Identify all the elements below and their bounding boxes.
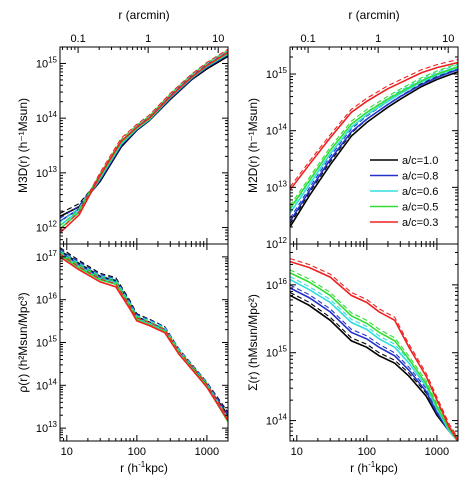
top-tick-label: 10	[442, 33, 454, 45]
series-dash-M2D-3	[290, 63, 458, 207]
y-axis-title: M2D(r) (h⁻¹Msun)	[246, 98, 260, 193]
y-axis-title: ρ(r) (h²Msun/Mpc³)	[16, 292, 30, 392]
series-line-rho-3	[60, 254, 228, 423]
legend-label: a/c=0.8	[402, 171, 438, 183]
x-axis-title: r (h-1kpc)	[350, 460, 398, 475]
series-line-M2D-0	[290, 70, 458, 228]
series-group-Sigma	[290, 258, 458, 441]
series-group-rho	[60, 247, 228, 423]
series-line-M3D-4	[60, 51, 228, 234]
series-dash-rho-2	[60, 250, 228, 418]
series-line-Sigma-2	[290, 278, 458, 441]
x-tick-label: 1000	[195, 446, 219, 458]
series-line-M2D-1	[290, 68, 458, 222]
panel-Sigma: 10 100 1000 r (h-1kpc) 1014 1015 1016 Σ(r) (hMs…	[246, 243, 459, 475]
y-tick-label: 1015	[266, 66, 288, 81]
y-tick-label: 1012	[266, 236, 288, 251]
y-tick-label: 1014	[36, 377, 58, 392]
series-line-M2D-2	[290, 66, 458, 214]
top-tick-label: 10	[212, 33, 224, 45]
y-tick-label: 1015	[36, 55, 58, 70]
frame-Sigma	[289, 243, 459, 442]
series-dash-Sigma-4	[290, 258, 458, 439]
y-axis-title: Σ(r) (hMsun/Mpc²)	[246, 294, 260, 391]
series-dash-rho-0	[60, 247, 228, 413]
x-tick-label: 10	[291, 446, 303, 458]
series-line-rho-2	[60, 252, 228, 422]
series-line-Sigma-4	[290, 260, 458, 441]
y-tick-label: 1012	[36, 220, 58, 235]
series-line-M3D-0	[60, 55, 228, 218]
top-tick-label: 0.1	[70, 33, 85, 45]
series-dash-M2D-4	[290, 58, 458, 188]
series-dash-rho-1	[60, 248, 228, 415]
series-dash-rho-4	[60, 253, 228, 418]
series-line-M2D-3	[290, 65, 458, 210]
y-tick-label: 1014	[266, 123, 288, 138]
y-tick-label: 1016	[36, 292, 58, 307]
legend-label: a/c=0.3	[402, 217, 438, 229]
series-dash-M3D-4	[60, 48, 228, 231]
x-axis-title: r (h-1kpc)	[120, 460, 168, 475]
x-tick-label: 100	[358, 446, 376, 458]
panel-M2D: 0.1 1 10 r (arcmin) 1012 1013 1014 1015 M2D(r) (…	[246, 8, 459, 251]
x-tick-label: 100	[128, 446, 146, 458]
series-dash-Sigma-3	[290, 269, 458, 439]
y-tick-label: 1014	[266, 413, 288, 428]
y-tick-label: 1014	[36, 110, 58, 125]
y-tick-label: 1017	[36, 249, 58, 264]
top-axis-title: r (arcmin)	[348, 8, 399, 22]
top-tick-label: 0.1	[300, 33, 315, 45]
panel-M3D: 0.1 1 10 r (arcmin) 1012 1013 1014 1015 M3D(r) (…	[16, 8, 229, 245]
y-tick-label: 1015	[266, 345, 288, 360]
legend-label: a/c=0.6	[402, 186, 438, 198]
series-dash-M2D-0	[290, 68, 458, 225]
top-tick-label: 1	[375, 33, 381, 45]
panel-rho: 10 100 1000 r (h-1kpc) 1013 1014 1015 1016 1017 ρ…	[16, 243, 229, 475]
series-dash-M3D-3	[60, 49, 228, 227]
series-line-Sigma-1	[290, 287, 458, 441]
x-tick-label: 1000	[425, 446, 449, 458]
top-tick-label: 1	[145, 33, 151, 45]
y-axis-title: M3D(r) (h⁻¹Msun)	[16, 98, 30, 193]
y-tick-label: 1016	[266, 277, 288, 292]
series-line-M3D-1	[60, 53, 228, 222]
series-dash-Sigma-0	[290, 291, 458, 439]
x-tick-label: 10	[61, 446, 73, 458]
series-line-Sigma-0	[290, 294, 458, 441]
series-line-Sigma-3	[290, 272, 458, 441]
y-tick-label: 1015	[36, 335, 58, 350]
y-tick-label: 1013	[36, 420, 58, 435]
legend: a/c=1.0 a/c=0.8 a/c=0.6 a/c=0.5 a/c=0.3	[370, 155, 438, 229]
series-dash-rho-3	[60, 251, 228, 420]
series-line-rho-1	[60, 251, 228, 418]
y-tick-label: 1013	[36, 165, 58, 180]
series-dash-Sigma-2	[290, 276, 458, 439]
legend-label: a/c=0.5	[402, 202, 438, 214]
series-group-M2D	[290, 58, 458, 228]
series-line-rho-0	[60, 249, 228, 416]
series-line-M2D-4	[290, 61, 458, 191]
frame-M3D	[59, 46, 229, 245]
y-tick-label: 1013	[266, 179, 288, 194]
series-dash-M3D-0	[60, 52, 228, 214]
series-dash-M3D-1	[60, 51, 228, 219]
top-axis-title: r (arcmin)	[118, 8, 169, 22]
series-line-rho-4	[60, 256, 228, 422]
series-group-M3D	[60, 48, 228, 234]
legend-label: a/c=1.0	[402, 155, 438, 167]
